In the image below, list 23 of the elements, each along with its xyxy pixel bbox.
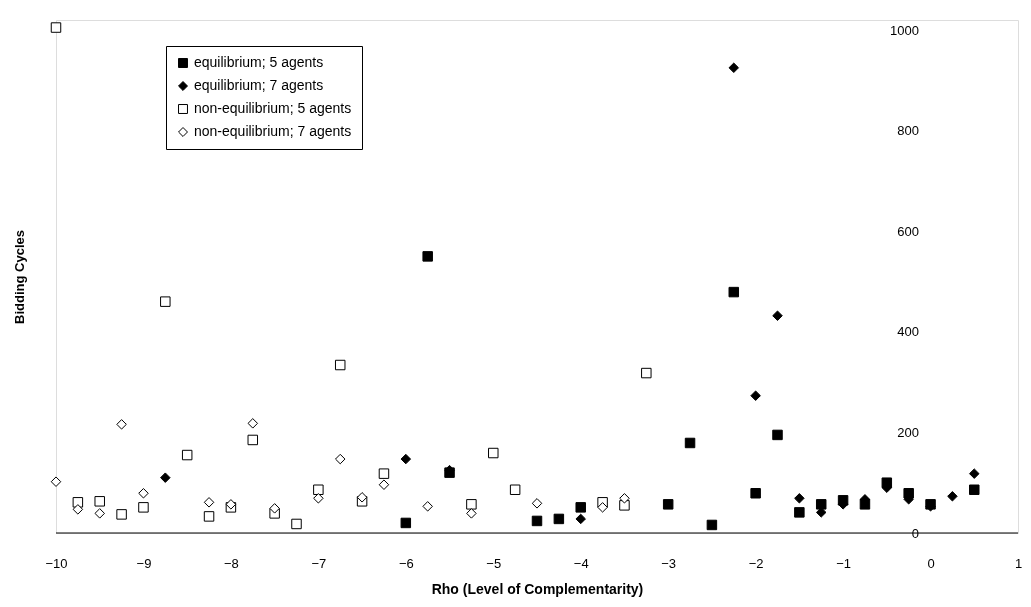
x-tick-label: −7 bbox=[311, 555, 327, 571]
legend-label: equilibrium; 5 agents bbox=[194, 54, 324, 70]
x-tick-label: −10 bbox=[45, 555, 68, 571]
x-tick-label: −8 bbox=[224, 555, 239, 571]
x-tick-label: −1 bbox=[836, 555, 851, 571]
y-tick-label: 1000 bbox=[890, 22, 920, 38]
x-tick-label: −2 bbox=[748, 555, 764, 571]
x-tick-label: −6 bbox=[398, 555, 414, 571]
y-tick-label: 200 bbox=[897, 424, 920, 440]
y-tick-label: 600 bbox=[897, 223, 920, 239]
x-axis-title: Rho (Level of Complementarity) bbox=[431, 580, 644, 597]
y-tick-label: 800 bbox=[897, 123, 920, 139]
y-tick-label: 400 bbox=[897, 324, 920, 340]
legend-label: non-equilibrium; 5 agents bbox=[194, 100, 352, 116]
legend-label: equilibrium; 7 agents bbox=[194, 77, 324, 93]
x-tick-label: −5 bbox=[486, 555, 502, 571]
x-tick-label: −4 bbox=[573, 555, 589, 571]
y-axis-title: Bidding Cycles bbox=[11, 230, 27, 324]
x-tick-label: 0 bbox=[927, 555, 935, 571]
x-tick-label: 1 bbox=[1014, 555, 1023, 571]
x-tick-label: −9 bbox=[136, 555, 152, 571]
x-tick-label: −3 bbox=[661, 555, 677, 571]
legend-label: non-equilibrium; 7 agents bbox=[194, 123, 352, 139]
